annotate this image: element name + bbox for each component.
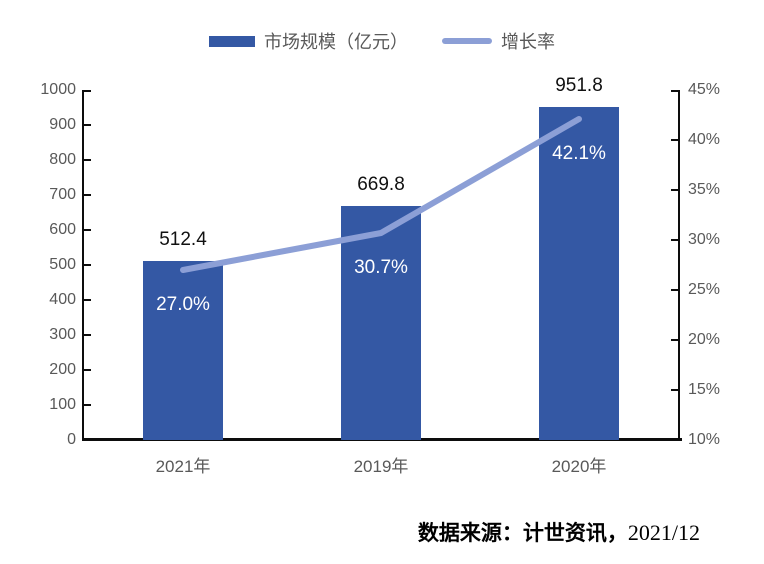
left-axis-tick-mark bbox=[84, 159, 91, 161]
legend-label-market-size: 市场规模（亿元） bbox=[264, 32, 408, 52]
left-axis-tick-mark bbox=[84, 438, 91, 440]
right-axis-tick-mark bbox=[671, 90, 678, 92]
source-note: 数据来源：计世资讯，2021/12 bbox=[0, 517, 700, 547]
right-axis-tick-label: 35% bbox=[688, 181, 721, 198]
bar-2020年 bbox=[539, 106, 619, 440]
right-axis-tick-mark bbox=[671, 438, 678, 440]
right-axis-tick-label: 10% bbox=[688, 431, 721, 448]
plot-area: 0 100 200 300 400 500 600 700 800 900 1000 10% 15% 20… bbox=[40, 75, 720, 476]
right-axis-tick-label: 30% bbox=[688, 231, 721, 248]
left-axis-tick-mark bbox=[84, 369, 91, 371]
left-axis-line bbox=[82, 90, 84, 440]
right-axis-tick-mark bbox=[671, 289, 678, 291]
legend-label-growth-rate: 增长率 bbox=[501, 32, 555, 52]
right-axis-tick-label: 15% bbox=[688, 381, 721, 398]
left-axis-tick-label: 1000 bbox=[40, 81, 76, 98]
left-axis-tick-mark bbox=[84, 404, 91, 406]
right-axis-tick-label: 20% bbox=[688, 331, 721, 348]
left-axis-tick-label: 700 bbox=[49, 186, 76, 203]
left-axis-tick-label: 400 bbox=[49, 291, 76, 308]
source-note-date: 2021/12 bbox=[627, 520, 700, 545]
x-axis-label-2020年: 2020年 bbox=[551, 457, 607, 476]
left-axis-tick-mark bbox=[84, 124, 91, 126]
left-axis-tick-mark bbox=[84, 194, 91, 196]
x-axis-label-2021年: 2021年 bbox=[155, 457, 211, 476]
x-axis-label-2019年: 2019年 bbox=[353, 457, 409, 476]
left-axis-tick-mark bbox=[84, 90, 91, 92]
right-axis-tick-label: 25% bbox=[688, 281, 721, 298]
right-axis-tick-mark bbox=[671, 239, 678, 241]
left-axis-tick-mark bbox=[84, 299, 91, 301]
right-axis-tick-mark bbox=[671, 139, 678, 141]
bar-2021年 bbox=[143, 260, 223, 440]
growth-rate-line bbox=[180, 116, 582, 273]
left-axis-tick-label: 100 bbox=[49, 396, 76, 413]
right-axis-tick-mark bbox=[671, 189, 678, 191]
growth-rate-label: 27.0% bbox=[156, 294, 210, 315]
growth-rate-label: 30.7% bbox=[354, 257, 408, 278]
bar-value-label: 512.4 bbox=[159, 228, 207, 250]
bar-2019年 bbox=[341, 205, 421, 440]
source-note-text: 数据来源：计世资讯， bbox=[417, 522, 628, 545]
left-axis-tick-mark bbox=[84, 264, 91, 266]
right-axis-tick-mark bbox=[671, 339, 678, 341]
left-axis-tick-label: 200 bbox=[49, 361, 76, 378]
bar-value-label: 669.8 bbox=[357, 173, 405, 195]
bar-value-label: 951.8 bbox=[555, 74, 603, 96]
right-axis-line bbox=[678, 90, 680, 440]
left-axis-tick-label: 300 bbox=[49, 326, 76, 343]
right-axis-tick-label: 45% bbox=[688, 81, 721, 98]
left-axis-tick-mark bbox=[84, 229, 91, 231]
legend-item-market-size: 市场规模（亿元） bbox=[209, 28, 408, 54]
left-axis-tick-label: 800 bbox=[49, 151, 76, 168]
growth-rate-label: 42.1% bbox=[552, 143, 606, 164]
legend: 市场规模（亿元） 增长率 bbox=[0, 28, 764, 54]
left-axis-tick-label: 500 bbox=[49, 256, 76, 273]
left-axis-tick-mark bbox=[84, 334, 91, 336]
right-axis-tick-label: 40% bbox=[688, 131, 721, 148]
line-series-swatch bbox=[442, 38, 492, 44]
left-axis-tick-label: 900 bbox=[49, 116, 76, 133]
right-axis-tick-mark bbox=[671, 389, 678, 391]
bar-series-swatch bbox=[209, 35, 255, 47]
left-axis-tick-label: 600 bbox=[49, 221, 76, 238]
legend-item-growth-rate: 增长率 bbox=[442, 28, 555, 54]
left-axis-tick-label: 0 bbox=[67, 431, 76, 448]
